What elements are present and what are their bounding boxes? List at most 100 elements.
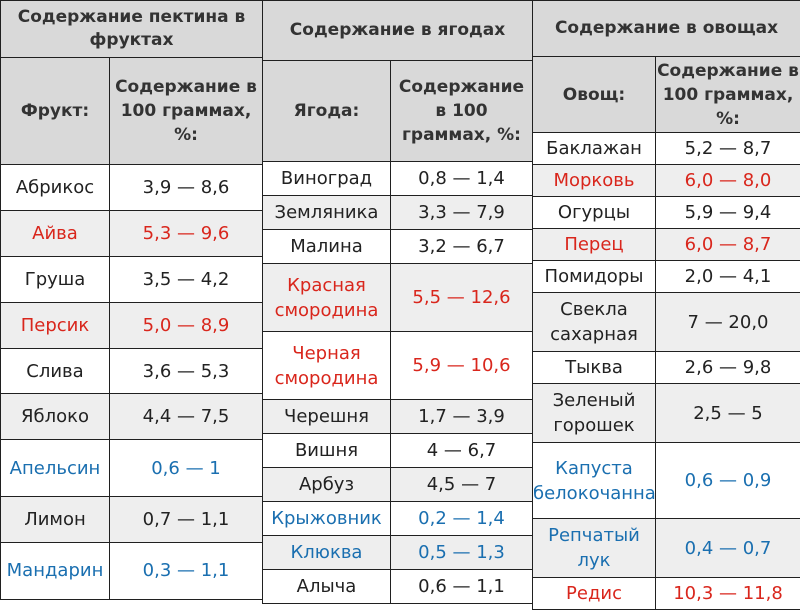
- fruit-name: Слива: [1, 348, 110, 394]
- berry-value: 0,6 — 1,1: [391, 570, 533, 604]
- fruit-name: Персик: [1, 302, 110, 348]
- berry-name: Малина: [263, 230, 391, 264]
- fruit-value: 5,0 — 8,9: [110, 302, 263, 348]
- berries-pectin-table: Содержание в ягодах Ягода: Содержание в …: [262, 0, 533, 604]
- berry-value: 0,2 — 1,4: [391, 502, 533, 536]
- berry-value: 3,2 — 6,7: [391, 230, 533, 264]
- vegetables-pectin-table: Содержание в овощах Овощ: Содержание в 1…: [532, 0, 800, 610]
- berry-value: 4,5 — 7: [391, 468, 533, 502]
- berry-value: 3,3 — 7,9: [391, 196, 533, 230]
- vegetable-value: 2,5 — 5: [656, 384, 800, 443]
- vegetable-name: Свекла сахарная: [533, 293, 656, 352]
- vegetable-value: 0,4 — 0,7: [656, 519, 800, 578]
- vegetable-column-header: Овощ:: [533, 57, 656, 133]
- berry-content-column-header: Содержание в 100 граммах, %:: [391, 61, 533, 162]
- fruit-value: 0,7 — 1,1: [110, 496, 263, 542]
- berry-name: Вишня: [263, 434, 391, 468]
- vegetable-name: Морковь: [533, 165, 656, 197]
- vegetable-value: 5,2 — 8,7: [656, 133, 800, 165]
- vegetable-value: 5,9 — 9,4: [656, 197, 800, 229]
- fruit-name: Абрикос: [1, 165, 110, 211]
- vegetable-content-column-header: Содержание в 100 граммах, %:: [656, 57, 800, 133]
- berry-value: 5,5 — 12,6: [391, 264, 533, 332]
- berry-value: 1,7 — 3,9: [391, 400, 533, 434]
- vegetable-name: Зеленый горошек: [533, 384, 656, 443]
- berry-value: 0,5 — 1,3: [391, 536, 533, 570]
- vegetable-name: Репчатый лук: [533, 519, 656, 578]
- berry-name: Виноград: [263, 162, 391, 196]
- vegetable-value: 0,6 — 0,9: [656, 443, 800, 519]
- fruit-value: 3,6 — 5,3: [110, 348, 263, 394]
- berry-name: Черная смородина: [263, 332, 391, 400]
- vegetable-value: 7 — 20,0: [656, 293, 800, 352]
- berry-name: Крыжовник: [263, 502, 391, 536]
- vegetable-name: Перец: [533, 229, 656, 261]
- fruits-table-title: Содержание пектина в фруктах: [1, 1, 263, 58]
- vegetable-value: 10,3 — 11,8: [656, 578, 800, 610]
- fruit-value: 3,9 — 8,6: [110, 165, 263, 211]
- vegetable-value: 2,6 — 9,8: [656, 352, 800, 384]
- fruit-value: 5,3 — 9,6: [110, 210, 263, 256]
- berry-value: 5,9 — 10,6: [391, 332, 533, 400]
- berry-name: Красная смородина: [263, 264, 391, 332]
- vegetable-name: Тыква: [533, 352, 656, 384]
- vegetable-value: 6,0 — 8,7: [656, 229, 800, 261]
- vegetable-name: Баклажан: [533, 133, 656, 165]
- vegetable-name: Капуста белокочанная: [533, 443, 656, 519]
- berries-table-title: Содержание в ягодах: [263, 1, 533, 61]
- berry-name: Алыча: [263, 570, 391, 604]
- vegetables-table-title: Содержание в овощах: [533, 1, 800, 57]
- vegetable-name: Помидоры: [533, 261, 656, 293]
- fruit-name: Груша: [1, 256, 110, 302]
- berry-name: Черешня: [263, 400, 391, 434]
- berry-name: Арбуз: [263, 468, 391, 502]
- berry-name: Клюква: [263, 536, 391, 570]
- fruit-name: Лимон: [1, 496, 110, 542]
- fruit-name: Апельсин: [1, 440, 110, 496]
- berry-value: 4 — 6,7: [391, 434, 533, 468]
- fruit-name: Мандарин: [1, 542, 110, 599]
- fruit-value: 0,6 — 1: [110, 440, 263, 496]
- vegetable-value: 6,0 — 8,0: [656, 165, 800, 197]
- fruit-column-header: Фрукт:: [1, 58, 110, 165]
- fruit-value: 4,4 — 7,5: [110, 394, 263, 440]
- fruit-name: Яблоко: [1, 394, 110, 440]
- fruit-content-column-header: Содержание в 100 граммах, %:: [110, 58, 263, 165]
- fruits-pectin-table: Содержание пектина в фруктах Фрукт: Соде…: [0, 0, 263, 600]
- berry-column-header: Ягода:: [263, 61, 391, 162]
- vegetable-name: Огурцы: [533, 197, 656, 229]
- fruit-name: Айва: [1, 210, 110, 256]
- fruit-value: 3,5 — 4,2: [110, 256, 263, 302]
- vegetable-value: 2,0 — 4,1: [656, 261, 800, 293]
- berry-value: 0,8 — 1,4: [391, 162, 533, 196]
